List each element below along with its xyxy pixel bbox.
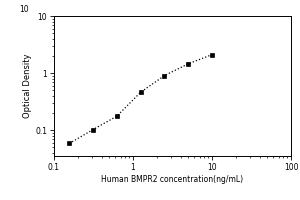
- X-axis label: Human BMPR2 concentration(ng/mL): Human BMPR2 concentration(ng/mL): [101, 175, 244, 184]
- Text: 10: 10: [20, 5, 29, 14]
- Y-axis label: Optical Density: Optical Density: [23, 54, 32, 118]
